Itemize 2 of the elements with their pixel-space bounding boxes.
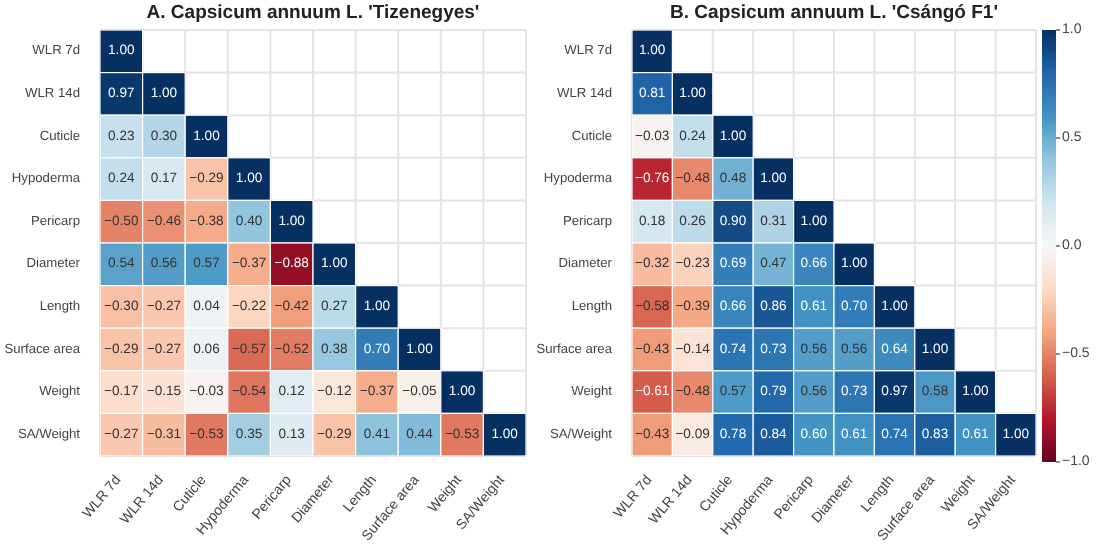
chart-title: A. Capsicum annuum L. 'Tizenegyes' <box>144 2 482 24</box>
chart-title: B. Capsicum annuum L. 'Csángó F1' <box>668 2 1000 24</box>
